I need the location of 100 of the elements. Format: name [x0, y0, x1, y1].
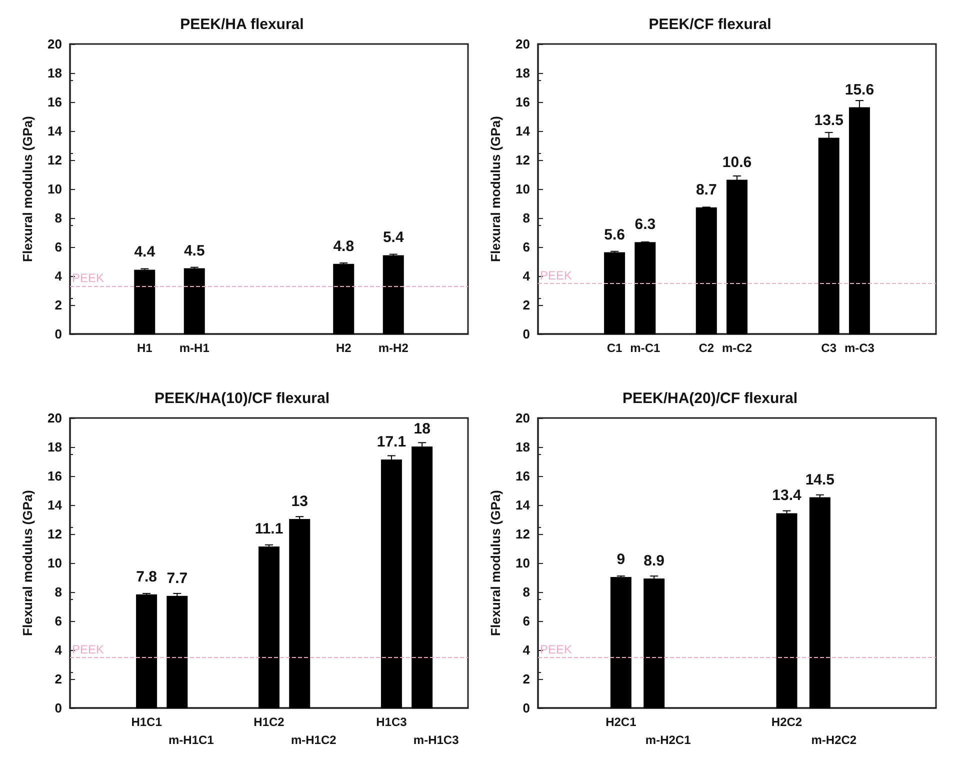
y-tick-label: 14 [516, 498, 531, 512]
y-tick-label: 2 [54, 672, 62, 686]
data-label: 4.5 [184, 242, 205, 260]
y-tick-label: 6 [54, 614, 62, 628]
y-tick-label: 4 [522, 268, 531, 284]
y-tick-label: 12 [48, 526, 62, 542]
y-tick-label: 8 [54, 584, 62, 600]
ref-line-label: PEEK [540, 642, 572, 656]
y-tick-label: 20 [48, 410, 62, 426]
y-tick-label: 0 [522, 700, 530, 716]
y-axis-title: Flexural modulus (GPa) [488, 116, 503, 262]
y-tick-label: 12 [516, 152, 530, 168]
y-tick-label: 8 [522, 584, 530, 600]
y-tick-label: 12 [516, 526, 530, 542]
chart-title: PEEK/HA(20)/CF flexural [622, 390, 798, 407]
bar [289, 519, 310, 708]
data-label: 5.4 [382, 229, 404, 246]
data-label: 8.9 [644, 552, 665, 570]
y-tick-label: 8 [522, 210, 530, 226]
data-label: 10.6 [722, 154, 752, 171]
y-axis-title: Flexural modulus (GPa) [20, 490, 35, 636]
y-tick-label: 2 [54, 298, 62, 312]
x-tick-label: m-H1 [179, 341, 210, 355]
y-tick-label: 20 [516, 36, 530, 52]
y-tick-label: 18 [48, 440, 62, 454]
bar [604, 252, 626, 334]
data-label: 5.6 [604, 226, 625, 244]
y-tick-label: 4 [522, 642, 531, 658]
y-tick-label: 4 [54, 268, 63, 284]
bar [134, 270, 156, 334]
data-label: 8.7 [696, 181, 717, 198]
bar [726, 180, 748, 334]
data-label: 7.8 [136, 568, 157, 586]
data-label: 6.3 [634, 216, 656, 234]
y-tick-label: 12 [48, 152, 62, 168]
bar [382, 255, 404, 334]
bar [258, 546, 280, 708]
x-tick-label: H2C1 [606, 715, 637, 729]
x-tick-label: H1C1 [131, 715, 162, 729]
y-tick-label: 16 [48, 468, 62, 484]
chart-title: PEEK/HA(10)/CF flexural [154, 390, 330, 407]
y-tick-label: 10 [48, 182, 62, 196]
data-label: 13.5 [814, 112, 844, 129]
y-tick-label: 0 [54, 326, 62, 342]
data-label: 15.6 [844, 81, 874, 98]
x-tick-label: H2C2 [771, 715, 802, 729]
y-tick-label: 2 [522, 298, 530, 312]
y-tick-label: 14 [516, 124, 531, 138]
x-tick-label: m-C1 [630, 341, 660, 355]
bar [634, 242, 656, 334]
y-tick-label: 16 [516, 94, 530, 110]
y-tick-label: 6 [522, 614, 530, 628]
x-tick-label: C3 [821, 341, 837, 355]
y-tick-label: 6 [522, 240, 530, 254]
chart-title: PEEK/HA flexural [180, 16, 304, 33]
y-tick-label: 8 [54, 210, 62, 226]
y-tick-label: 10 [516, 556, 530, 570]
x-tick-label: m-H1C1 [168, 733, 214, 747]
x-tick-label: C2 [698, 341, 714, 355]
x-tick-label: m-H2C2 [811, 733, 857, 747]
y-tick-label: 16 [48, 94, 62, 110]
chart-title: PEEK/CF flexural [648, 16, 772, 33]
y-tick-label: 20 [516, 410, 530, 426]
y-tick-label: 0 [54, 700, 62, 716]
bar [644, 578, 665, 708]
data-label: 11.1 [254, 520, 284, 538]
y-tick-label: 18 [48, 66, 62, 80]
data-label: 18 [414, 420, 430, 438]
bar [184, 268, 205, 334]
bar [333, 264, 354, 334]
y-tick-label: 10 [516, 182, 530, 196]
data-label: 9 [616, 551, 626, 568]
bar [380, 460, 402, 708]
data-label: 4.4 [134, 244, 156, 261]
ref-line-label: PEEK [72, 271, 104, 286]
x-tick-label: m-H2 [378, 341, 409, 355]
bar [610, 577, 632, 708]
x-tick-label: C1 [606, 341, 623, 355]
bar [696, 207, 717, 334]
data-label: 14.5 [805, 471, 835, 488]
y-axis-title: Flexural modulus (GPa) [488, 490, 503, 636]
y-tick-label: 0 [522, 326, 530, 342]
data-label: 4.8 [333, 238, 354, 255]
x-tick-label: H1C3 [376, 715, 408, 729]
y-tick-label: 10 [48, 556, 62, 570]
ref-line-label: PEEK [540, 268, 572, 282]
y-tick-label: 4 [54, 642, 63, 658]
bar [136, 594, 158, 708]
x-tick-label: m-H1C2 [290, 733, 337, 747]
data-label: 7.7 [166, 570, 188, 587]
x-tick-label: m-H2C1 [645, 733, 692, 747]
y-tick-label: 18 [516, 440, 530, 454]
y-axis-title: Flexural modulus (GPa) [20, 116, 35, 262]
x-tick-label: m-H1C3 [413, 733, 460, 747]
y-tick-label: 2 [522, 672, 530, 686]
y-tick-label: 20 [48, 36, 62, 52]
ref-line-label: PEEK [72, 642, 104, 656]
x-tick-label: m-C3 [844, 341, 875, 355]
x-tick-label: H1C2 [254, 715, 285, 729]
data-label: 17.1 [376, 434, 406, 451]
